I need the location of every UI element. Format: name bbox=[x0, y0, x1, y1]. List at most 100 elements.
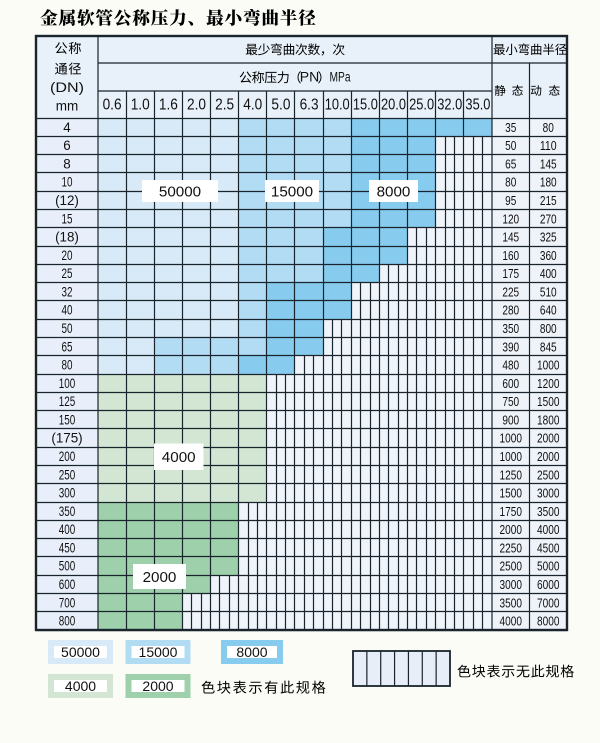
svg-text:500: 500 bbox=[59, 559, 76, 574]
svg-text:(175): (175) bbox=[51, 431, 82, 446]
svg-text:510: 510 bbox=[540, 284, 557, 299]
svg-text:32.0: 32.0 bbox=[437, 97, 462, 114]
svg-text:5000: 5000 bbox=[537, 559, 559, 574]
svg-text:32: 32 bbox=[62, 284, 73, 299]
svg-text:6: 6 bbox=[63, 138, 70, 153]
svg-text:350: 350 bbox=[59, 504, 76, 519]
svg-text:4000: 4000 bbox=[500, 614, 522, 629]
svg-text:120: 120 bbox=[502, 211, 519, 226]
svg-text:2.0: 2.0 bbox=[187, 97, 206, 114]
svg-text:3000: 3000 bbox=[500, 577, 522, 592]
svg-text:4.0: 4.0 bbox=[243, 97, 262, 114]
svg-text:8000: 8000 bbox=[377, 184, 411, 201]
svg-text:1500: 1500 bbox=[537, 394, 559, 409]
svg-text:175: 175 bbox=[502, 266, 519, 281]
svg-text:640: 640 bbox=[540, 303, 557, 318]
svg-text:65: 65 bbox=[505, 156, 516, 171]
svg-text:2000: 2000 bbox=[500, 522, 522, 537]
svg-text:(12): (12) bbox=[55, 193, 79, 208]
svg-text:50: 50 bbox=[62, 321, 73, 336]
svg-text:900: 900 bbox=[502, 412, 519, 427]
svg-text:3500: 3500 bbox=[500, 595, 522, 610]
svg-text:20.0: 20.0 bbox=[381, 97, 406, 114]
svg-text:MPa: MPa bbox=[330, 69, 351, 85]
svg-text:1.6: 1.6 bbox=[159, 97, 178, 114]
svg-text:1000: 1000 bbox=[500, 431, 522, 446]
svg-text:1750: 1750 bbox=[500, 504, 522, 519]
svg-text:PN: PN bbox=[300, 69, 319, 85]
svg-text:2000: 2000 bbox=[142, 678, 173, 694]
svg-text:20: 20 bbox=[62, 248, 73, 263]
svg-text:95: 95 bbox=[505, 193, 516, 208]
svg-text:10: 10 bbox=[62, 175, 73, 190]
svg-text:6.3: 6.3 bbox=[300, 97, 319, 114]
svg-text:2500: 2500 bbox=[500, 559, 522, 574]
svg-text:25.0: 25.0 bbox=[409, 97, 434, 114]
svg-text:450: 450 bbox=[59, 540, 76, 555]
svg-text:600: 600 bbox=[502, 376, 519, 391]
svg-text:2250: 2250 bbox=[500, 540, 522, 555]
svg-text:700: 700 bbox=[59, 595, 76, 610]
svg-text:(18): (18) bbox=[55, 230, 79, 245]
svg-text:800: 800 bbox=[59, 614, 76, 629]
svg-text:15.0: 15.0 bbox=[353, 97, 378, 114]
svg-text:390: 390 bbox=[502, 339, 519, 354]
svg-text:80: 80 bbox=[62, 358, 73, 373]
svg-text:845: 845 bbox=[540, 339, 557, 354]
svg-text:280: 280 bbox=[502, 303, 519, 318]
svg-text:225: 225 bbox=[502, 284, 519, 299]
svg-text:1800: 1800 bbox=[537, 412, 559, 427]
svg-text:80: 80 bbox=[505, 175, 516, 190]
svg-text:80: 80 bbox=[543, 120, 554, 135]
svg-text:2500: 2500 bbox=[537, 467, 559, 482]
svg-text:250: 250 bbox=[59, 467, 76, 482]
svg-text:125: 125 bbox=[59, 394, 76, 409]
svg-text:50: 50 bbox=[505, 138, 516, 153]
svg-text:10.0: 10.0 bbox=[325, 97, 350, 114]
svg-text:180: 180 bbox=[540, 175, 557, 190]
svg-text:65: 65 bbox=[62, 339, 73, 354]
svg-text:325: 325 bbox=[540, 230, 557, 245]
svg-text:145: 145 bbox=[540, 156, 557, 171]
svg-text:25: 25 bbox=[62, 266, 73, 281]
svg-text:150: 150 bbox=[59, 412, 76, 427]
svg-text:110: 110 bbox=[540, 138, 557, 153]
svg-text:3500: 3500 bbox=[537, 504, 559, 519]
svg-text:4: 4 bbox=[63, 120, 71, 135]
svg-text:40: 40 bbox=[62, 303, 73, 318]
svg-text:350: 350 bbox=[502, 321, 519, 336]
svg-text:6000: 6000 bbox=[537, 577, 559, 592]
svg-text:145: 145 bbox=[502, 230, 519, 245]
svg-text:300: 300 bbox=[59, 486, 76, 501]
svg-text:400: 400 bbox=[59, 522, 76, 537]
svg-text:2000: 2000 bbox=[537, 449, 559, 464]
svg-text:35.0: 35.0 bbox=[465, 97, 490, 114]
svg-text:35: 35 bbox=[505, 120, 516, 135]
svg-text:50000: 50000 bbox=[159, 184, 201, 201]
svg-text:750: 750 bbox=[502, 394, 519, 409]
svg-text:2000: 2000 bbox=[537, 431, 559, 446]
svg-text:400: 400 bbox=[540, 266, 557, 281]
svg-text:15000: 15000 bbox=[139, 644, 178, 660]
svg-text:7000: 7000 bbox=[537, 595, 559, 610]
svg-text:4500: 4500 bbox=[537, 540, 559, 555]
svg-text:15000: 15000 bbox=[271, 184, 313, 201]
svg-text:0.6: 0.6 bbox=[103, 97, 122, 114]
svg-text:8000: 8000 bbox=[537, 614, 559, 629]
svg-text:1.0: 1.0 bbox=[131, 97, 150, 114]
svg-text:8000: 8000 bbox=[236, 644, 267, 660]
svg-text:15: 15 bbox=[62, 211, 73, 226]
svg-text:4000: 4000 bbox=[537, 522, 559, 537]
svg-text:mm: mm bbox=[56, 99, 79, 114]
svg-text:2.5: 2.5 bbox=[215, 97, 234, 114]
svg-text:4000: 4000 bbox=[162, 449, 196, 466]
svg-text:1250: 1250 bbox=[500, 467, 522, 482]
svg-text:1500: 1500 bbox=[500, 486, 522, 501]
svg-text:(DN): (DN) bbox=[50, 80, 84, 95]
svg-text:50000: 50000 bbox=[61, 644, 100, 660]
svg-text:215: 215 bbox=[540, 193, 557, 208]
svg-text:600: 600 bbox=[59, 577, 76, 592]
svg-text:160: 160 bbox=[502, 248, 519, 263]
svg-text:3000: 3000 bbox=[537, 486, 559, 501]
svg-text:1200: 1200 bbox=[537, 376, 559, 391]
